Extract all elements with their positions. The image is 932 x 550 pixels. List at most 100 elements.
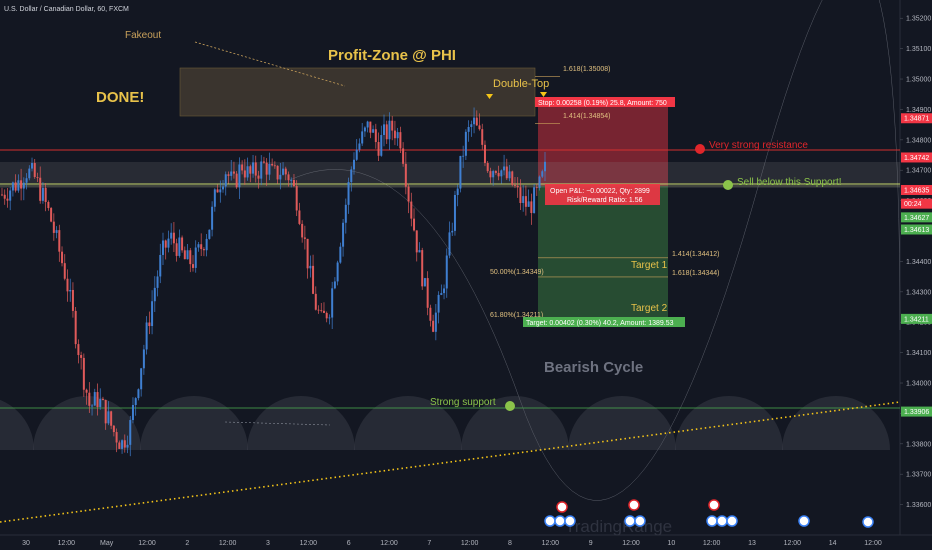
candle-body xyxy=(99,398,102,407)
fib-label-1414-top: 1.414(1.34854) xyxy=(563,113,610,120)
candle-body xyxy=(279,174,282,180)
candle-body xyxy=(9,190,12,201)
cycle-arc xyxy=(675,396,783,450)
time-tick-label: 7 xyxy=(427,540,431,547)
time-axis[interactable] xyxy=(0,535,900,550)
candle-body xyxy=(372,129,375,133)
price-tick-label: 1.34900 xyxy=(906,107,931,114)
event-icon[interactable] xyxy=(862,516,874,528)
candle-body xyxy=(317,309,320,311)
candle-body xyxy=(399,132,402,149)
bearish-cycle-arcs xyxy=(0,0,901,501)
stop-loss-zone[interactable] xyxy=(538,100,668,186)
candle-body xyxy=(151,301,154,327)
candle-body xyxy=(369,121,372,133)
price-badge-label: 1.34613 xyxy=(904,227,929,234)
candle-body xyxy=(262,161,265,163)
event-icon[interactable] xyxy=(634,515,646,527)
candle-body xyxy=(110,411,113,426)
candlestick-series[interactable] xyxy=(1,107,546,457)
candle-body xyxy=(464,131,467,156)
candle-body xyxy=(159,254,162,277)
price-axis[interactable] xyxy=(900,0,932,550)
event-icon[interactable] xyxy=(544,515,556,527)
event-icon[interactable] xyxy=(554,515,566,527)
candle-body xyxy=(91,405,94,407)
price-badge-label: 1.33906 xyxy=(904,409,929,416)
event-icon[interactable] xyxy=(798,515,810,527)
candle-body xyxy=(344,204,347,223)
time-tick-label: 9 xyxy=(589,540,593,547)
candle-body xyxy=(426,278,429,308)
time-tick-label: 2 xyxy=(185,540,189,547)
candle-body xyxy=(101,398,104,400)
candle-body xyxy=(6,198,9,201)
candle-body xyxy=(404,163,407,187)
candle-body xyxy=(129,420,132,445)
candle-body xyxy=(238,164,241,188)
candle-body xyxy=(273,165,276,167)
candle-body xyxy=(197,244,200,248)
candle-body xyxy=(358,143,361,150)
candle-body xyxy=(333,281,336,289)
candle-body xyxy=(448,232,451,256)
candle-body xyxy=(82,357,85,390)
price-tick-label: 1.34800 xyxy=(906,137,931,144)
event-icon[interactable] xyxy=(564,515,576,527)
price-tick-label: 1.34300 xyxy=(906,289,931,296)
take-profit-zone[interactable] xyxy=(538,186,668,318)
economic-events[interactable] xyxy=(544,499,874,528)
resistance-marker xyxy=(695,144,705,154)
candle-body xyxy=(216,189,219,193)
cycle-arc xyxy=(140,396,248,450)
event-icon[interactable] xyxy=(556,501,568,513)
double-top-label: Double-Top xyxy=(493,78,549,90)
profit-zone-box[interactable] xyxy=(179,67,536,117)
candle-body xyxy=(140,368,143,390)
candle-body xyxy=(524,196,527,207)
fib-label-50: 50.00%(1.34349) xyxy=(490,269,544,276)
rising-trendline[interactable] xyxy=(0,401,901,523)
candle-body xyxy=(137,389,140,399)
time-tick-label: 8 xyxy=(508,540,512,547)
candle-body xyxy=(423,278,426,287)
event-icon[interactable] xyxy=(726,515,738,527)
candle-body xyxy=(500,170,503,177)
watermark: TradingRange xyxy=(565,517,672,536)
candle-body xyxy=(530,201,533,213)
time-tick-label: 10 xyxy=(667,540,675,547)
candle-body xyxy=(322,310,325,313)
price-badge-label: 1.34211 xyxy=(904,316,929,323)
target-1-label: Target 1 xyxy=(631,260,668,271)
event-icon[interactable] xyxy=(706,515,718,527)
candle-body xyxy=(513,184,516,186)
price-tick-label: 1.34400 xyxy=(906,259,931,266)
candle-body xyxy=(3,194,6,199)
candle-body xyxy=(522,196,525,204)
candle-body xyxy=(186,250,189,260)
event-icon[interactable] xyxy=(716,515,728,527)
candle-body xyxy=(85,389,88,393)
candle-body xyxy=(489,171,492,178)
candle-body xyxy=(252,162,255,174)
candle-body xyxy=(388,120,391,140)
event-icon[interactable] xyxy=(708,499,720,511)
cycle-arc xyxy=(568,396,676,450)
event-icon[interactable] xyxy=(628,499,640,511)
candle-body xyxy=(61,251,64,264)
candle-body xyxy=(71,289,74,311)
candle-body xyxy=(28,168,31,179)
symbol-title: U.S. Dollar / Canadian Dollar, 60, FXCM xyxy=(4,6,129,13)
candle-body xyxy=(407,186,410,202)
candle-body xyxy=(519,187,522,204)
candle-body xyxy=(50,208,53,222)
candle-body xyxy=(246,166,249,178)
time-tick-label: 12:00 xyxy=(542,540,560,547)
candle-body xyxy=(235,173,238,188)
candle-body xyxy=(339,246,342,263)
candle-body xyxy=(421,250,424,287)
event-icon[interactable] xyxy=(624,515,636,527)
candle-body xyxy=(374,129,377,143)
candle-body xyxy=(189,250,192,265)
